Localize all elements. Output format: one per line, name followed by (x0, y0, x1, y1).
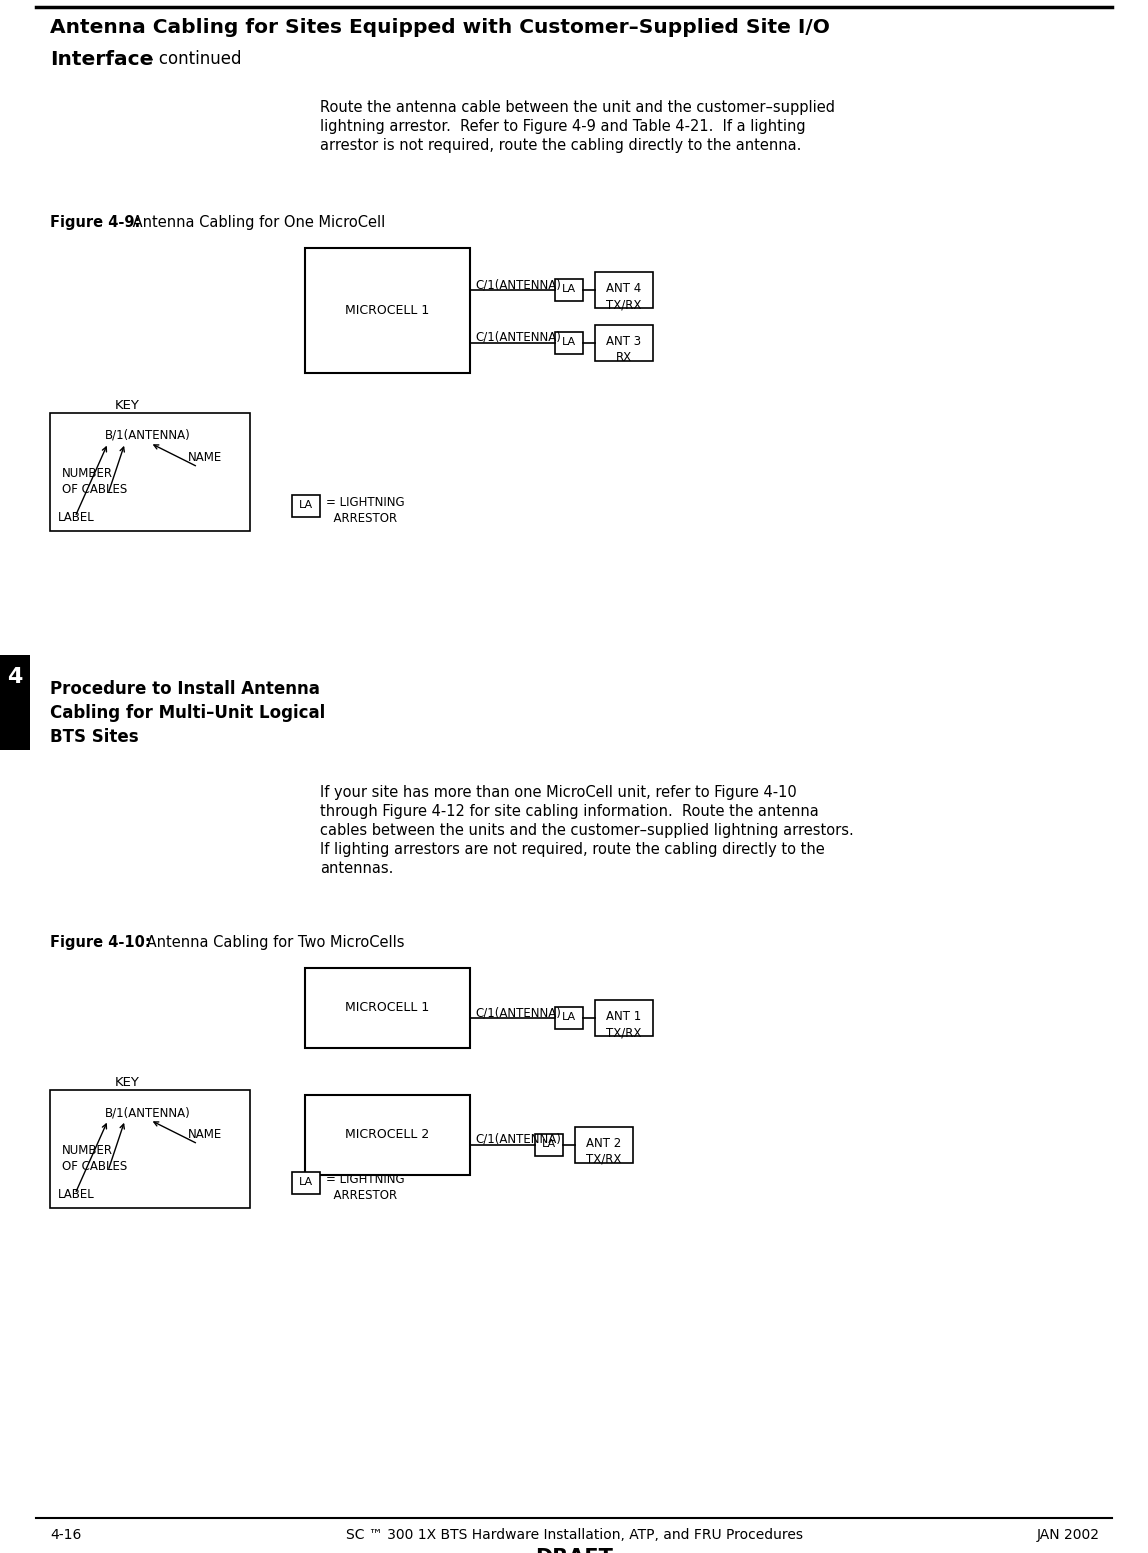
Text: = LIGHTNING
  ARRESTOR: = LIGHTNING ARRESTOR (326, 1173, 404, 1202)
Bar (51, 413, 250, 531)
Text: C/1(ANTENNA): C/1(ANTENNA) (475, 1134, 561, 1146)
Text: SC ™ 300 1X BTS Hardware Installation, ATP, and FRU Procedures: SC ™ 300 1X BTS Hardware Installation, A… (346, 1528, 802, 1542)
Bar (305, 1095, 470, 1176)
Text: MICROCELL 1: MICROCELL 1 (346, 1002, 429, 1014)
Text: through Figure 4-12 for site cabling information.  Route the antenna: through Figure 4-12 for site cabling inf… (320, 804, 819, 818)
Bar (305, 248, 470, 373)
Text: If your site has more than one MicroCell unit, refer to Figure 4-10: If your site has more than one MicroCell… (320, 784, 797, 800)
Text: = LIGHTNING
  ARRESTOR: = LIGHTNING ARRESTOR (326, 495, 404, 525)
Text: B/1(ANTENNA): B/1(ANTENNA) (104, 1106, 191, 1120)
Text: C/1(ANTENNA): C/1(ANTENNA) (475, 331, 561, 345)
Bar (535, 1134, 563, 1155)
Text: JAN 2002: JAN 2002 (1037, 1528, 1100, 1542)
Bar (0, 655, 30, 750)
Bar (554, 280, 583, 301)
Text: lightning arrestor.  Refer to Figure 4-9 and Table 4-21.  If a lighting: lightning arrestor. Refer to Figure 4-9 … (320, 120, 806, 134)
Bar (292, 1173, 320, 1194)
Text: ANT 3
RX: ANT 3 RX (606, 335, 642, 363)
Text: NUMBER
OF CABLES: NUMBER OF CABLES (62, 1145, 127, 1173)
Text: Interface: Interface (51, 50, 154, 68)
Text: Procedure to Install Antenna: Procedure to Install Antenna (51, 680, 320, 697)
Bar (305, 968, 470, 1048)
Text: LA: LA (542, 1138, 556, 1149)
Text: LABEL: LABEL (59, 1188, 95, 1200)
Text: Antenna Cabling for One MicroCell: Antenna Cabling for One MicroCell (127, 214, 386, 230)
Bar (595, 1000, 653, 1036)
Text: NAME: NAME (188, 450, 223, 464)
Bar (595, 325, 653, 360)
Text: Cabling for Multi–Unit Logical: Cabling for Multi–Unit Logical (51, 704, 325, 722)
Text: Antenna Cabling for Two MicroCells: Antenna Cabling for Two MicroCells (142, 935, 404, 950)
Text: B/1(ANTENNA): B/1(ANTENNA) (104, 429, 191, 443)
Text: LA: LA (561, 284, 576, 294)
Bar (554, 1006, 583, 1030)
Text: NUMBER
OF CABLES: NUMBER OF CABLES (62, 467, 127, 495)
Text: Figure 4-9:: Figure 4-9: (51, 214, 140, 230)
Text: antennas.: antennas. (320, 860, 394, 876)
Text: ANT 4
TX/RX: ANT 4 TX/RX (606, 283, 642, 311)
Text: 4: 4 (7, 666, 23, 686)
Text: C/1(ANTENNA): C/1(ANTENNA) (475, 278, 561, 290)
Text: ANT 1
TX/RX: ANT 1 TX/RX (606, 1009, 642, 1039)
Text: MICROCELL 1: MICROCELL 1 (346, 303, 429, 317)
Bar (595, 272, 653, 307)
Text: If lighting arrestors are not required, route the cabling directly to the: If lighting arrestors are not required, … (320, 842, 824, 857)
Text: Route the antenna cable between the unit and the customer–supplied: Route the antenna cable between the unit… (320, 99, 835, 115)
Bar (554, 332, 583, 354)
Text: – continued: – continued (140, 50, 241, 68)
Text: ANT 2
TX/RX: ANT 2 TX/RX (587, 1137, 622, 1166)
Text: LA: LA (561, 337, 576, 346)
Text: LABEL: LABEL (59, 511, 95, 523)
Text: 4-16: 4-16 (51, 1528, 82, 1542)
Text: KEY: KEY (115, 1076, 140, 1089)
Text: LA: LA (298, 1177, 313, 1186)
Text: cables between the units and the customer–supplied lightning arrestors.: cables between the units and the custome… (320, 823, 854, 839)
Text: KEY: KEY (115, 399, 140, 412)
Text: LA: LA (561, 1013, 576, 1022)
Text: BTS Sites: BTS Sites (51, 728, 139, 745)
Bar (51, 1090, 250, 1208)
Text: Antenna Cabling for Sites Equipped with Customer–Supplied Site I/O: Antenna Cabling for Sites Equipped with … (51, 19, 830, 37)
Text: Figure 4-10:: Figure 4-10: (51, 935, 150, 950)
Text: C/1(ANTENNA): C/1(ANTENNA) (475, 1006, 561, 1019)
Text: MICROCELL 2: MICROCELL 2 (346, 1127, 429, 1141)
Text: LA: LA (298, 500, 313, 509)
Text: arrestor is not required, route the cabling directly to the antenna.: arrestor is not required, route the cabl… (320, 138, 801, 154)
Bar (292, 495, 320, 517)
Text: DRAFT: DRAFT (535, 1548, 613, 1553)
Text: NAME: NAME (188, 1127, 223, 1141)
Bar (575, 1127, 633, 1163)
